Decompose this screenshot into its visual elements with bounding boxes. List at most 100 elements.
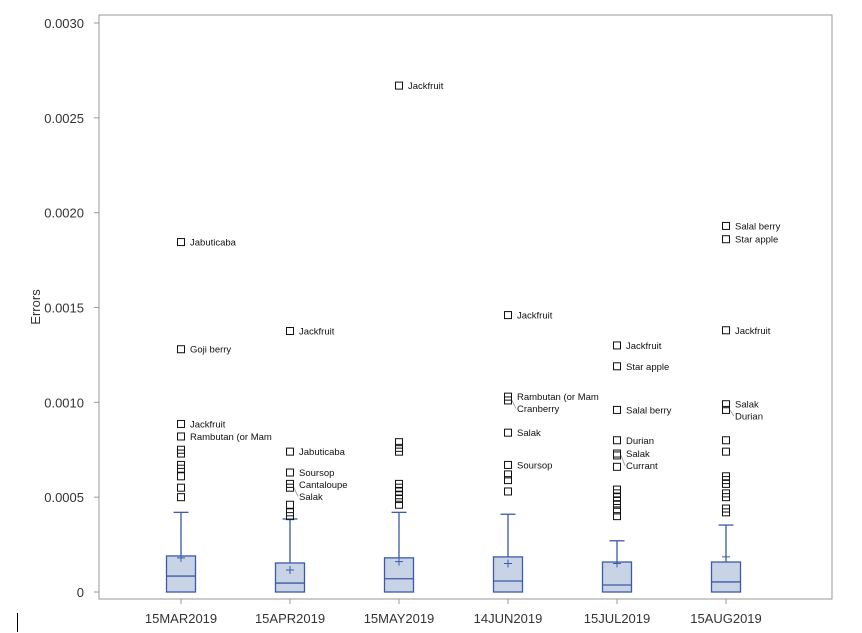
box-group: Jackfruit Star apple Salal berry Durian Sala… xyxy=(601,341,672,593)
outlier-marker xyxy=(504,396,512,405)
outlier-label: Jackfruit xyxy=(190,419,226,430)
outlier-marker xyxy=(722,326,730,335)
outlier-label: Durian xyxy=(735,412,763,423)
outlier-label: Cantaloupe xyxy=(299,480,348,491)
outlier-label: Jabuticaba xyxy=(299,447,346,458)
outlier-marker xyxy=(504,487,512,496)
x-axis: 15MAR2019 15APR2019 15MAY2019 14JUN2019 15JU… xyxy=(145,599,762,626)
outlier-marker xyxy=(177,493,185,502)
y-tick-label: 0.0025 xyxy=(44,111,84,126)
y-tick-label: 0.0020 xyxy=(44,206,84,221)
outlier-marker xyxy=(395,438,403,447)
outlier-label: Salak xyxy=(735,400,759,411)
outlier-label: Jackfruit xyxy=(299,327,335,338)
label-leader-line xyxy=(293,487,299,497)
outlier-label: Goji berry xyxy=(190,345,231,356)
outlier-marker xyxy=(395,447,403,456)
outlier-label: Jackfruit xyxy=(735,326,771,337)
x-tick-label: 14JUN2019 xyxy=(474,611,543,626)
outlier-marker xyxy=(722,405,730,414)
outlier-label: Currant xyxy=(626,461,658,472)
outlier-marker xyxy=(722,479,730,488)
outlier-marker xyxy=(613,436,621,445)
mean-marker xyxy=(722,552,730,561)
mean-marker xyxy=(613,559,621,568)
outlier-label: Rambutan (or Mam xyxy=(517,392,599,403)
outlier-marker xyxy=(286,327,294,336)
outlier-label: Jackfruit xyxy=(626,341,662,352)
box-group: Salal berry Star apple Jackfruit SalakDuria… xyxy=(710,221,781,593)
outlier-marker xyxy=(722,508,730,517)
outlier-marker xyxy=(722,447,730,456)
outlier-marker xyxy=(613,462,621,471)
y-tick-label: 0.0010 xyxy=(44,395,84,410)
outlier-marker xyxy=(613,451,621,460)
outlier-label: Cranberry xyxy=(517,404,559,415)
outlier-label: Jackfruit xyxy=(408,81,444,92)
x-tick-label: 15JUL2019 xyxy=(584,611,651,626)
x-tick-label: 15APR2019 xyxy=(255,611,325,626)
outlier-marker xyxy=(722,436,730,445)
mean-marker xyxy=(504,559,512,568)
outlier-label: Durian xyxy=(626,436,654,447)
y-tick-label: 0.0005 xyxy=(44,490,84,505)
iqr-box xyxy=(710,561,742,593)
outlier-marker xyxy=(722,493,730,502)
outlier-label: Salal berry xyxy=(626,405,672,416)
outlier-marker xyxy=(177,464,185,473)
mean-marker xyxy=(395,557,403,566)
outlier-label: Rambutan (or Mam xyxy=(190,432,272,443)
outlier-marker xyxy=(177,345,185,354)
outlier-marker xyxy=(286,512,294,521)
outlier-marker xyxy=(613,500,621,509)
mean-marker xyxy=(177,553,185,562)
outlier-marker xyxy=(177,432,185,441)
outlier-label: Jackfruit xyxy=(517,311,553,322)
mean-marker xyxy=(286,565,294,574)
outlier-marker xyxy=(177,238,185,247)
outlier-marker xyxy=(286,483,294,492)
outlier-marker xyxy=(504,428,512,437)
outlier-label: Salal berry xyxy=(735,221,781,232)
outlier-marker xyxy=(722,235,730,244)
outlier-label: Soursop xyxy=(299,468,334,479)
outlier-marker xyxy=(286,468,294,477)
boxes: Jabuticaba Goji berry Jackfruit Rambutan (o… xyxy=(165,81,781,593)
outlier-marker xyxy=(177,472,185,481)
label-leader-line xyxy=(511,400,517,409)
x-tick-label: 15AUG2019 xyxy=(690,611,762,626)
outlier-marker xyxy=(177,449,185,458)
y-axis: 0 0.0005 0.0010 0.0015 0.0020 0.0025 0.0030 xyxy=(44,16,99,600)
outlier-marker xyxy=(613,362,621,371)
outlier-marker xyxy=(722,221,730,230)
outlier-marker xyxy=(504,311,512,320)
x-tick-label: 15MAR2019 xyxy=(145,611,217,626)
outlier-marker xyxy=(395,495,403,504)
outlier-label: Star apple xyxy=(626,362,669,373)
outlier-label: Star apple xyxy=(735,235,778,246)
outlier-marker xyxy=(613,405,621,414)
box-group: Jackfruit Jabuticaba SoursopCantaloupeSala… xyxy=(274,327,348,593)
x-tick-label: 15MAY2019 xyxy=(364,611,435,626)
outlier-marker xyxy=(613,449,621,458)
outlier-marker xyxy=(177,483,185,492)
outlier-label: Jabuticaba xyxy=(190,238,237,249)
outlier-marker xyxy=(613,506,621,515)
outlier-label: Soursop xyxy=(517,460,552,471)
label-leader-line xyxy=(729,409,735,417)
outlier-marker xyxy=(722,400,730,409)
y-tick-label: 0 xyxy=(77,585,84,600)
outlier-marker xyxy=(504,460,512,469)
y-tick-label: 0.0015 xyxy=(44,301,84,316)
outlier-marker xyxy=(395,500,403,509)
outlier-label: Salak xyxy=(626,449,650,460)
outlier-marker xyxy=(286,447,294,456)
outlier-marker xyxy=(504,476,512,485)
outlier-label: Salak xyxy=(517,428,541,439)
outlier-marker xyxy=(613,341,621,350)
y-tick-label: 0.0030 xyxy=(44,16,84,31)
box-group: Jabuticaba Goji berry Jackfruit Rambutan (o… xyxy=(165,238,272,593)
box-group: Jackfruit xyxy=(383,81,444,593)
